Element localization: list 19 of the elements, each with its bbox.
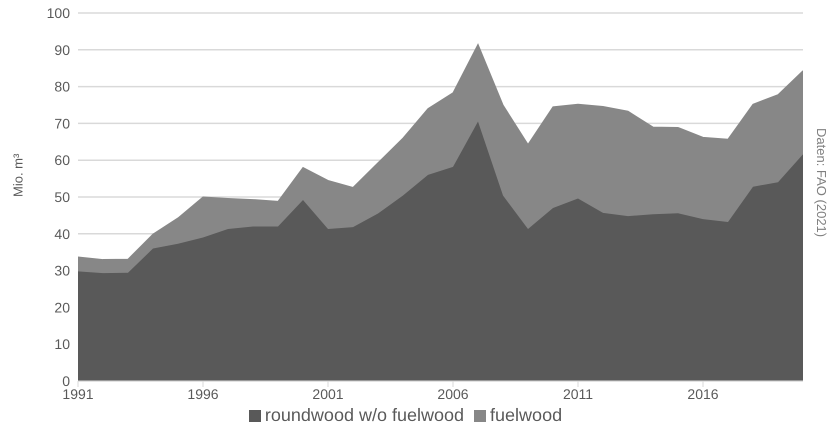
text: Daten: FAO (2021)	[814, 128, 829, 238]
x-tick-label: 2011	[562, 386, 594, 402]
y-axis-title: Mio. m³	[10, 153, 26, 197]
y-tick-label: 50	[54, 188, 70, 205]
x-tick-label: 2016	[687, 386, 719, 402]
legend-label: fuelwood	[490, 405, 562, 425]
y-tick-label: 70	[54, 115, 70, 132]
y-tick-label: 10	[54, 336, 70, 352]
y-tick-label: 20	[54, 299, 70, 316]
y-tick-label: 100	[46, 4, 70, 21]
legend-label: roundwood w/o fuelwood	[264, 405, 464, 425]
y-tick-label: 90	[54, 42, 70, 58]
y-tick-label: 60	[54, 152, 70, 168]
x-tick-label: 2006	[437, 386, 469, 402]
x-tick-label: 1996	[187, 386, 219, 402]
x-tick-label: 2001	[312, 386, 344, 402]
y-tick-label: 80	[54, 78, 70, 95]
y-tick-label: 30	[54, 262, 70, 279]
y-tick-label: 40	[54, 226, 70, 242]
